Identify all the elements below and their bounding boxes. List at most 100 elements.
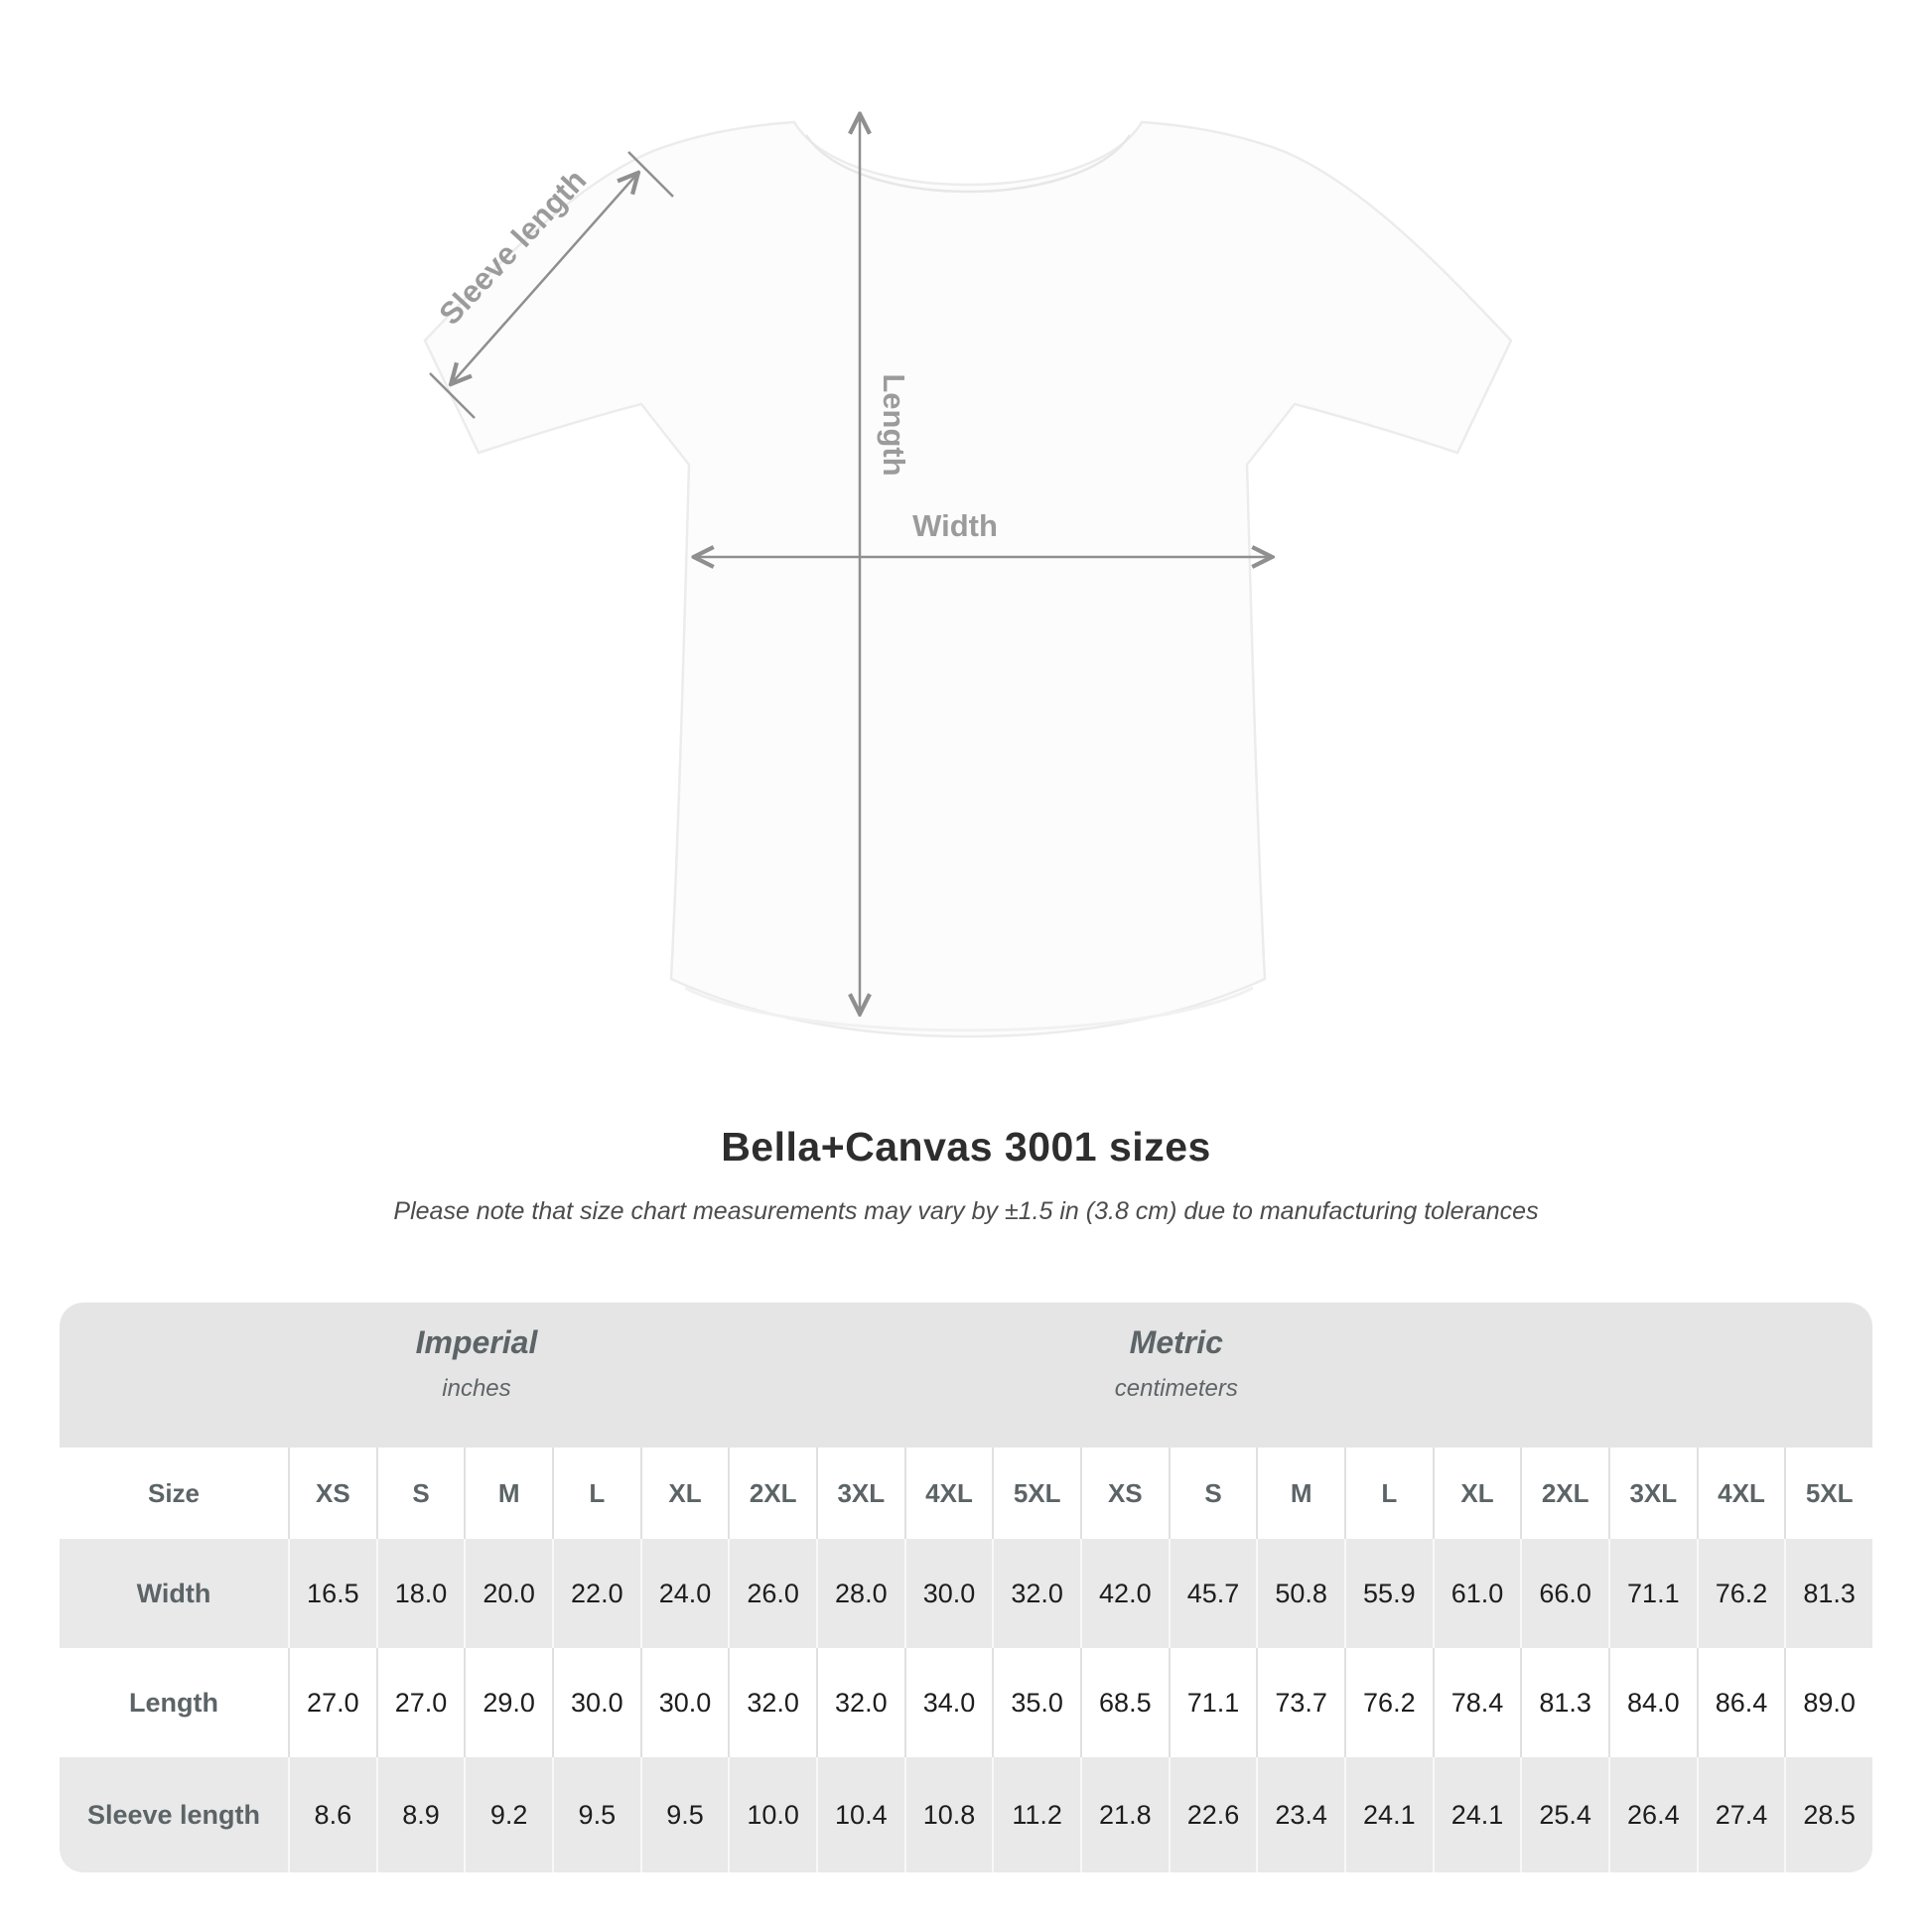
size-col-header: 3XL <box>815 1448 904 1539</box>
value-cell: 55.9 <box>1343 1539 1433 1648</box>
value-cell: 25.4 <box>1520 1757 1608 1872</box>
value-cell: 20.0 <box>464 1539 552 1648</box>
value-cell: 23.4 <box>1256 1757 1344 1872</box>
tshirt-hem-shadow <box>684 986 1254 1033</box>
size-col-header: 4XL <box>903 1448 993 1539</box>
imperial-header-unit: inches <box>442 1375 511 1402</box>
size-col-header: 3XL <box>1607 1448 1697 1539</box>
size-col-header: S <box>1168 1448 1257 1539</box>
size-header-row: Size XS S M L XL 2XL 3XL 4XL 5XL XS S M L XL 2XL 3XL 4XL… <box>60 1448 1872 1539</box>
metric-header-unit: centimeters <box>1114 1375 1238 1402</box>
value-cell: 26.0 <box>728 1539 816 1648</box>
table-rows: Width 16.5 18.0 20.0 22.0 24.0 26.0 28.0 30.0 32.… <box>60 1539 1872 1872</box>
table-row: Length 27.0 27.0 29.0 30.0 30.0 32.0 32.0 34.0 35… <box>60 1648 1872 1757</box>
metric-header-label: Metric <box>1129 1324 1223 1360</box>
size-col-header: 4XL <box>1696 1448 1785 1539</box>
tshirt-collar-band <box>804 134 1132 194</box>
value-cell: 10.0 <box>728 1757 816 1872</box>
size-corner-header: Size <box>147 1477 201 1508</box>
value-cell: 28.5 <box>1784 1757 1872 1872</box>
value-cell: 10.8 <box>903 1757 993 1872</box>
table-row: Width 16.5 18.0 20.0 22.0 24.0 26.0 28.0 30.0 32.… <box>60 1539 1872 1648</box>
value-cell: 81.3 <box>1784 1539 1872 1648</box>
size-col-header: 2XL <box>728 1448 816 1539</box>
value-cell: 89.0 <box>1784 1648 1872 1757</box>
value-cell: 71.1 <box>1168 1648 1257 1757</box>
value-cell: 8.6 <box>288 1757 376 1872</box>
value-cell: 42.0 <box>1079 1539 1169 1648</box>
value-cell: 24.0 <box>639 1539 729 1648</box>
size-col-header: 2XL <box>1520 1448 1608 1539</box>
value-cell: 24.1 <box>1432 1757 1521 1872</box>
value-cell: 30.0 <box>639 1648 729 1757</box>
size-col-header: L <box>551 1448 640 1539</box>
value-cell: 27.0 <box>375 1648 465 1757</box>
value-cell: 29.0 <box>464 1648 552 1757</box>
value-cell: 9.5 <box>551 1757 640 1872</box>
size-col-header: M <box>1256 1448 1344 1539</box>
table-row: Sleeve length 8.6 8.9 9.2 9.5 9.5 10.0 10.4 10.8… <box>60 1757 1872 1872</box>
unit-band: Imperial inches Metric centimeters <box>60 1303 1872 1448</box>
value-cell: 32.0 <box>815 1648 904 1757</box>
tshirt-measurement-diagram: Sleeve length Length Width <box>423 0 1513 1038</box>
value-cell: 24.1 <box>1343 1757 1433 1872</box>
value-cell: 30.0 <box>551 1648 640 1757</box>
value-cell: 27.0 <box>288 1648 376 1757</box>
value-cell: 71.1 <box>1607 1539 1697 1648</box>
value-cell: 68.5 <box>1079 1648 1169 1757</box>
imperial-header-label: Imperial <box>415 1324 538 1360</box>
value-cell: 76.2 <box>1343 1648 1433 1757</box>
value-cell: 32.0 <box>992 1539 1080 1648</box>
value-cell: 16.5 <box>288 1539 376 1648</box>
value-cell: 45.7 <box>1168 1539 1257 1648</box>
length-label: Length <box>877 373 911 476</box>
size-col-header: S <box>375 1448 465 1539</box>
size-col-header: 5XL <box>992 1448 1080 1539</box>
sleeve-length-arrow <box>429 151 674 419</box>
sleeve-arrow-tick-top <box>627 151 674 198</box>
tshirt-graphic: Sleeve length Length Width <box>423 0 1513 1038</box>
value-cell: 22.0 <box>551 1539 640 1648</box>
page-title: Bella+Canvas 3001 sizes <box>721 1124 1211 1170</box>
value-cell: 8.9 <box>375 1757 465 1872</box>
value-cell: 11.2 <box>992 1757 1080 1872</box>
size-col-header: XL <box>1432 1448 1521 1539</box>
size-table: Imperial inches Metric centimeters Size … <box>60 1303 1872 1872</box>
value-cell: 86.4 <box>1696 1648 1785 1757</box>
row-label: Sleeve length <box>86 1799 261 1830</box>
size-col-header: L <box>1343 1448 1433 1539</box>
value-cell: 22.6 <box>1168 1757 1257 1872</box>
value-cell: 84.0 <box>1607 1648 1697 1757</box>
value-cell: 28.0 <box>815 1539 904 1648</box>
size-col-header: M <box>464 1448 552 1539</box>
value-cell: 21.8 <box>1079 1757 1169 1872</box>
value-cell: 9.5 <box>639 1757 729 1872</box>
value-cell: 61.0 <box>1432 1539 1521 1648</box>
imperial-header: Imperial inches <box>416 1324 538 1403</box>
row-label: Width <box>136 1578 211 1608</box>
value-cell: 9.2 <box>464 1757 552 1872</box>
sleeve-arrow-tick-bottom <box>429 372 476 419</box>
value-cell: 30.0 <box>903 1539 993 1648</box>
value-cell: 10.4 <box>815 1757 904 1872</box>
tshirt-image <box>423 120 1513 1038</box>
size-col-header: XS <box>288 1448 376 1539</box>
value-cell: 50.8 <box>1256 1539 1344 1648</box>
value-cell: 26.4 <box>1607 1757 1697 1872</box>
row-label: Length <box>129 1687 218 1718</box>
value-cell: 78.4 <box>1432 1648 1521 1757</box>
value-cell: 35.0 <box>992 1648 1080 1757</box>
value-cell: 66.0 <box>1520 1539 1608 1648</box>
value-cell: 34.0 <box>903 1648 993 1757</box>
width-label: Width <box>912 508 998 543</box>
value-cell: 27.4 <box>1696 1757 1785 1872</box>
size-col-header: XL <box>639 1448 729 1539</box>
value-cell: 76.2 <box>1696 1539 1785 1648</box>
value-cell: 18.0 <box>375 1539 465 1648</box>
page-subtitle: Please note that size chart measurements… <box>393 1197 1539 1225</box>
value-cell: 73.7 <box>1256 1648 1344 1757</box>
tshirt-body <box>423 120 1513 1038</box>
size-col-header: XS <box>1079 1448 1169 1539</box>
metric-header: Metric centimeters <box>1115 1324 1238 1403</box>
